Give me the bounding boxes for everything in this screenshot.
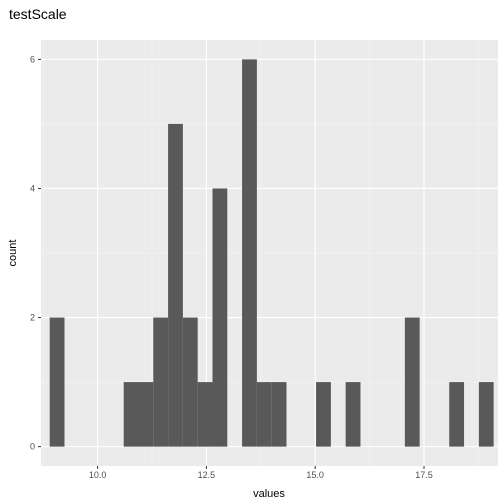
y-tick-label: 2	[30, 313, 35, 323]
histogram-bar	[478, 382, 494, 447]
chart-title: testScale	[9, 6, 67, 22]
histogram-bar	[345, 382, 361, 447]
histogram-bar	[182, 317, 198, 447]
x-tick-label: 17.5	[415, 470, 433, 480]
histogram-bar	[242, 59, 257, 447]
y-axis-title: count	[7, 240, 19, 267]
histogram-bar	[153, 317, 169, 447]
histogram-bar	[212, 188, 228, 447]
histogram-bar	[316, 382, 331, 447]
histogram-bar	[138, 382, 154, 447]
x-tick-label: 12.5	[198, 470, 216, 480]
x-axis: 10.0 12.5 15.0 17.5	[89, 466, 433, 480]
x-tick-label: 10.0	[89, 470, 107, 480]
y-axis: 0 2 4 6	[30, 54, 41, 452]
histogram-bar	[256, 382, 272, 447]
histogram-bar	[49, 317, 65, 447]
histogram-bar	[168, 123, 183, 447]
histogram-bar	[197, 382, 213, 447]
histogram-bars	[49, 59, 494, 447]
y-tick-label: 0	[30, 442, 35, 452]
histogram-bar	[271, 382, 287, 447]
x-axis-title: values	[253, 488, 285, 500]
histogram-bar	[404, 317, 420, 447]
histogram-bar	[123, 382, 139, 447]
y-tick-label: 6	[30, 54, 35, 64]
y-tick-label: 4	[30, 183, 35, 193]
histogram-bar	[449, 382, 465, 447]
x-tick-label: 15.0	[306, 470, 324, 480]
